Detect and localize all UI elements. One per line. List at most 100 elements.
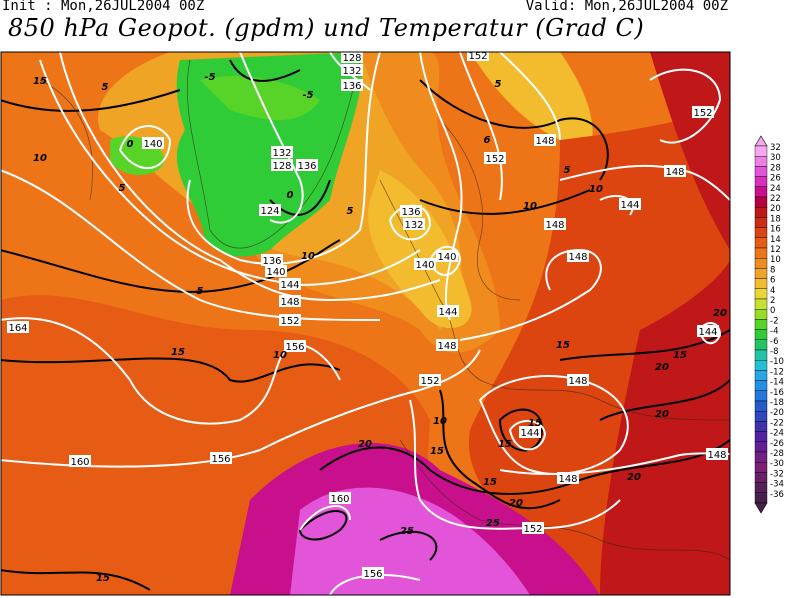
geopotential-label: 144 xyxy=(620,200,639,211)
label-box xyxy=(341,64,363,76)
geopotential-label: 132 xyxy=(272,148,291,159)
temperature-label: 0 xyxy=(287,190,294,201)
geopotential-label: 136 xyxy=(297,161,316,172)
colorbar-swatch xyxy=(754,186,768,198)
label-box xyxy=(271,146,293,158)
label-box xyxy=(279,314,301,326)
temperature-label: 20 xyxy=(655,409,669,420)
colorbar-swatch xyxy=(754,421,768,432)
temperature-label: 5 xyxy=(197,286,204,297)
geopotential-label: 156 xyxy=(211,454,230,465)
colorbar-label: -6 xyxy=(770,337,778,347)
colorbar-label: 0 xyxy=(770,306,775,316)
geopotential-label: 160 xyxy=(70,457,89,468)
colorbar-label: 16 xyxy=(770,225,781,235)
label-box xyxy=(142,137,164,149)
colorbar-label: -34 xyxy=(770,480,784,490)
colorbar-label: -24 xyxy=(770,429,784,439)
geopotential-label: 136 xyxy=(401,207,420,218)
geopotential-label: 144 xyxy=(438,307,457,318)
colorbar-label: -12 xyxy=(770,367,784,377)
temperature-label: 15 xyxy=(673,350,687,361)
colorbar-label: -26 xyxy=(770,439,784,449)
geopotential-label: 144 xyxy=(698,327,717,338)
colorbar-label: 24 xyxy=(770,184,781,194)
colorbar-swatch xyxy=(754,349,768,361)
geopotential-label: 152 xyxy=(468,51,487,62)
colorbar-label: 28 xyxy=(770,163,781,173)
colorbar-label: 10 xyxy=(770,255,781,265)
colorbar-swatch xyxy=(754,176,768,188)
label-box xyxy=(519,426,541,438)
geopotential-label: 160 xyxy=(330,494,349,505)
label-box xyxy=(403,218,425,230)
temperature-label: 0 xyxy=(127,139,134,150)
temperature-label: 20 xyxy=(358,439,372,450)
colorbar-swatch xyxy=(754,196,768,208)
colorbar-label: -14 xyxy=(770,378,784,388)
geopotential-label: 152 xyxy=(420,376,439,387)
geopotential-label: 152 xyxy=(523,524,542,535)
label-box xyxy=(567,374,589,386)
label-box xyxy=(279,295,301,307)
colorbar-swatch xyxy=(754,492,768,504)
colorbar-label: 20 xyxy=(770,204,781,214)
temperature-label: 15 xyxy=(171,347,185,358)
label-box xyxy=(436,339,458,351)
isotherms xyxy=(1,59,730,591)
label-box xyxy=(706,448,728,460)
colorbar-swatch xyxy=(754,339,768,351)
temperature-label: 10 xyxy=(589,184,603,195)
geopotential-label: 152 xyxy=(485,154,504,165)
temperature-label: 5 xyxy=(119,183,126,194)
colorbar-swatch xyxy=(754,390,768,402)
label-box xyxy=(437,305,459,317)
colorbar-swatch xyxy=(754,268,768,279)
colorbar-bottom-arrow xyxy=(754,502,768,514)
geopotential-label: 148 xyxy=(665,167,684,178)
colorbar-label: 22 xyxy=(770,194,781,204)
colorbar-label: 12 xyxy=(770,245,781,255)
label-box xyxy=(265,265,287,277)
colorbar-label: -10 xyxy=(770,357,784,367)
geopotential-label: 136 xyxy=(342,81,361,92)
label-box xyxy=(619,198,641,210)
colorbar-swatch xyxy=(754,237,768,249)
colorbar-label: 4 xyxy=(770,286,775,296)
temperature-label: 5 xyxy=(347,206,354,217)
label-box xyxy=(692,106,714,118)
colorbar-label: -28 xyxy=(770,449,784,459)
temperature-label: 25 xyxy=(486,518,500,529)
temperature-label: 5 xyxy=(495,79,502,90)
temperature-label: 20 xyxy=(713,308,727,319)
temperature-label: 10 xyxy=(33,153,47,164)
colorbar-label: 18 xyxy=(770,214,781,224)
label-box xyxy=(400,205,422,217)
colorbar-swatch xyxy=(754,166,768,177)
label-box xyxy=(341,51,363,63)
temperature-label: 10 xyxy=(273,350,287,361)
label-box xyxy=(697,325,719,337)
geopotential-label: 140 xyxy=(437,252,456,263)
colorbar-swatch xyxy=(754,472,768,483)
colorbar-label: 6 xyxy=(770,276,775,286)
geopotential-label: 148 xyxy=(545,220,564,231)
label-box xyxy=(284,340,306,352)
colorbar-swatch xyxy=(754,411,768,422)
colorbar-swatch xyxy=(754,258,768,269)
geopotential-label: 148 xyxy=(535,136,554,147)
geopotential-label: 156 xyxy=(285,342,304,353)
temperature-label: 15 xyxy=(483,477,497,488)
colorbar-swatch xyxy=(754,309,768,320)
colorbar-label: -32 xyxy=(770,469,784,479)
geopotential-label: 152 xyxy=(280,316,299,327)
colorbar-label: -20 xyxy=(770,408,784,418)
colorbar-label: 14 xyxy=(770,235,781,245)
map-frame xyxy=(0,51,731,596)
temperature-field xyxy=(1,52,730,595)
colorbar: 32302826242220181614121086420-2-4-6-8-10… xyxy=(754,135,784,514)
geopotential-label: 156 xyxy=(363,569,382,580)
